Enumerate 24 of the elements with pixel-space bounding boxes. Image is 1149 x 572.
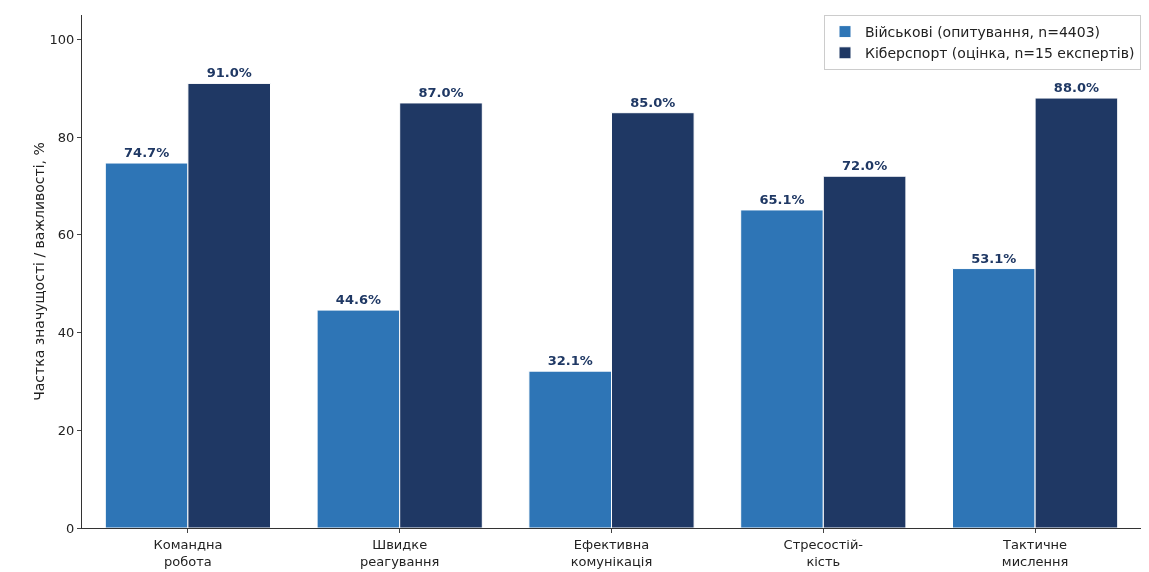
data-label: 53.1% xyxy=(971,250,1017,266)
data-label: 87.0% xyxy=(418,84,464,100)
legend-label: Кіберспорт (оцінка, n=15 експертів) xyxy=(865,45,1135,62)
data-label: 65.1% xyxy=(759,191,805,207)
y-axis-title: Частка значущості / важливості, % xyxy=(31,142,47,401)
y-tick-label: 60 xyxy=(57,227,75,243)
data-label: 85.0% xyxy=(630,94,676,110)
y-tick-label: 20 xyxy=(57,422,75,438)
data-label: 32.1% xyxy=(547,353,593,369)
y-tick-label: 100 xyxy=(49,31,75,47)
x-tick-label: Командна робота xyxy=(153,536,223,569)
data-label: 91.0% xyxy=(206,65,252,81)
data-label: 88.0% xyxy=(1053,80,1099,96)
legend-label: Військові (опитування, n=4403) xyxy=(865,24,1101,41)
x-tick-label: Тактичне мислення xyxy=(1001,536,1069,569)
y-tick-label: 40 xyxy=(57,325,75,341)
x-tick-label: Ефективна комунікація xyxy=(570,536,653,569)
y-tick-label: 80 xyxy=(57,129,75,145)
y-tick-label: 0 xyxy=(66,520,75,536)
data-label: 72.0% xyxy=(842,158,888,174)
data-label: 74.7% xyxy=(124,145,170,161)
x-tick-label: Швидке реагування xyxy=(360,536,440,569)
data-label: 44.6% xyxy=(335,292,381,308)
x-tick-label: Стресостій- кість xyxy=(783,536,864,569)
